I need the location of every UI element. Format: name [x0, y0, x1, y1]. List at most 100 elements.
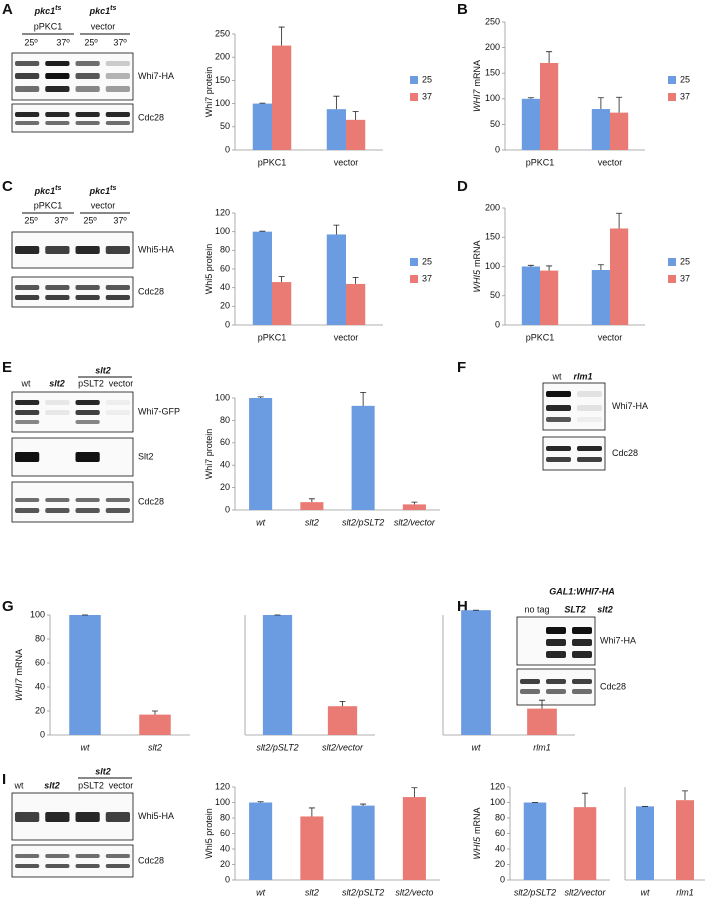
blot-band [105, 73, 130, 79]
bar [461, 610, 491, 735]
lane-label: 25º [83, 215, 97, 225]
blot-band [572, 627, 592, 634]
bar [573, 807, 597, 880]
blot-band [15, 121, 40, 125]
panel-letter: F [457, 359, 466, 376]
band-label: Whi5-HA [138, 244, 174, 254]
lane-label: 37º [56, 37, 70, 47]
allele: ts [110, 5, 116, 12]
y-tick-label: 0 [225, 319, 230, 329]
blot-band [105, 285, 130, 290]
bar [523, 802, 547, 880]
blot-band [15, 410, 40, 415]
y-tick-label: 100 [30, 609, 45, 619]
x-tick-label: vector [598, 332, 623, 342]
y-tick-label: 120 [215, 781, 230, 791]
legend-label: 25 [422, 256, 432, 266]
x-tick-label: pPKC1 [258, 332, 287, 342]
y-tick-label: 100 [215, 797, 230, 807]
blot-band [105, 246, 130, 254]
blot-band [546, 651, 566, 658]
bar [300, 816, 324, 880]
y-tick-label: 0 [225, 874, 230, 884]
legend-label: 25 [680, 74, 690, 84]
y-axis-label-gene: WHI5 [472, 269, 482, 292]
bar [272, 282, 292, 325]
blot-band [75, 420, 100, 424]
error-bar [257, 801, 264, 803]
blot-band [105, 812, 130, 822]
legend-swatch [410, 258, 418, 266]
blot-band [15, 508, 40, 513]
blot-band [15, 400, 40, 405]
blot-band [577, 457, 602, 462]
y-tick-label: 0 [495, 319, 500, 329]
strain-label: pkc1ts [89, 185, 117, 197]
blot-band [45, 864, 70, 868]
y-tick-label: 0 [225, 144, 230, 154]
y-tick-label: 0 [500, 874, 505, 884]
blot-band [45, 400, 70, 405]
error-bar [339, 701, 346, 707]
error-bar [597, 97, 604, 110]
group-label: vector [91, 21, 116, 31]
y-axis-label-text: mRNA [472, 808, 482, 835]
panel-letter: B [457, 1, 468, 18]
blot-band [15, 854, 40, 858]
strain: pkc1 [34, 186, 56, 196]
y-tick-label: 60 [220, 437, 230, 447]
error-bar [333, 224, 340, 235]
y-tick-label: 40 [35, 681, 45, 691]
lane-label: wt [14, 780, 24, 790]
blot-band [15, 73, 40, 79]
blot-box [516, 668, 596, 706]
legend-swatch [668, 275, 676, 283]
y-axis-label-text: Whi7 protein [204, 429, 214, 480]
bar [540, 270, 559, 325]
bar [351, 805, 375, 880]
error-bar [152, 710, 158, 715]
blot-band [75, 400, 100, 405]
blot-band [75, 73, 100, 79]
blot-band [45, 410, 70, 415]
y-tick-label: 80 [220, 415, 230, 425]
y-tick-label: 80 [35, 633, 45, 643]
error-bar [546, 51, 553, 63]
x-tick-label: vector [598, 157, 623, 167]
x-tick-label: rlm1 [533, 742, 551, 752]
x-tick-label: slt2/pSLT2 [342, 887, 384, 897]
x-tick-label: slt2/vector [322, 742, 364, 752]
panel-letter: D [457, 178, 468, 195]
y-tick-label: 20 [220, 301, 230, 311]
x-tick-label: wt [472, 742, 481, 752]
y-axis-label-gene: WHI7 [472, 89, 482, 112]
legend-label: 25 [680, 256, 690, 266]
blot-band [546, 391, 571, 397]
blot-band [45, 508, 70, 513]
y-axis-label-gene: WHI5 [472, 836, 482, 859]
x-tick-label: slt2/pSLT2 [342, 517, 384, 527]
blot-band [75, 86, 100, 92]
y-tick-label: 0 [495, 144, 500, 154]
blot-band [45, 112, 70, 117]
legend-swatch [668, 93, 676, 101]
x-tick-label: wt [256, 517, 265, 527]
y-axis-label-text: Whi7 protein [204, 67, 214, 118]
legend-label: 25 [422, 74, 432, 84]
blot-band [105, 86, 130, 92]
bar [272, 45, 292, 150]
blot-band [105, 295, 130, 300]
lane-label: pSLT2 [78, 378, 104, 388]
legend-swatch [668, 76, 676, 84]
blot-band [105, 61, 130, 66]
error-bar [527, 97, 534, 99]
construct-label: GAL1:WHI7-HA [549, 586, 615, 596]
lane-label: pSLT2 [78, 780, 104, 790]
y-tick-label: 150 [485, 232, 500, 242]
y-axis-label: WHI5mRNA [472, 808, 482, 860]
x-tick-label: wt [641, 887, 650, 897]
band-label: Slt2 [138, 451, 154, 461]
band-label: Cdc28 [138, 496, 164, 506]
allele: ts [110, 185, 116, 192]
lane-label: 25º [84, 37, 98, 47]
